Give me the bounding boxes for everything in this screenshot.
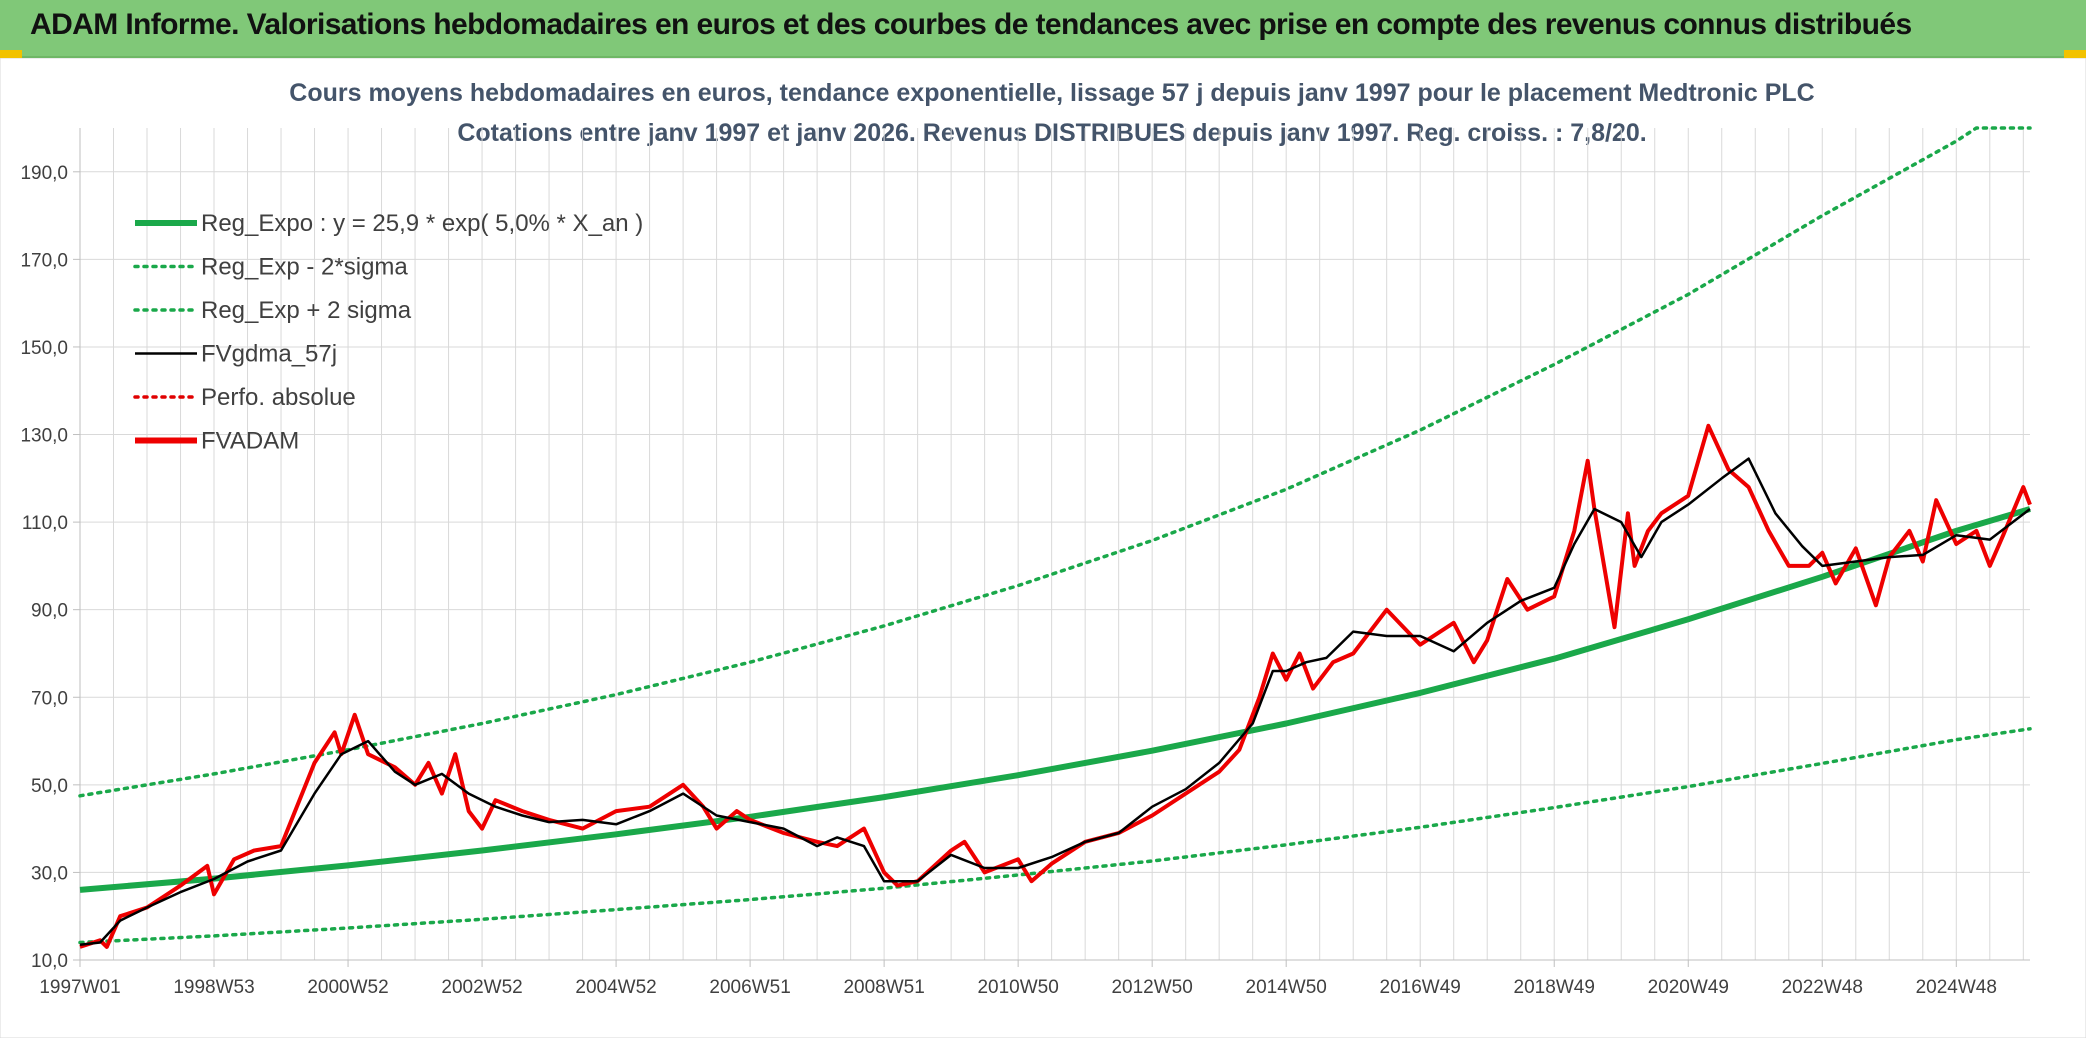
- y-tick-label: 150,0: [20, 338, 68, 359]
- x-tick-label: 2008W51: [843, 977, 924, 998]
- y-tick-label: 170,0: [20, 250, 68, 271]
- x-tick-label: 2010W50: [977, 977, 1058, 998]
- x-tick-label: 2014W50: [1246, 977, 1327, 998]
- report-title: ADAM Informe. Valorisations hebdomadaire…: [30, 8, 1912, 41]
- right-corner-marker: [2064, 50, 2086, 58]
- x-tick-label: 2000W52: [307, 977, 388, 998]
- legend-label: Reg_Expo : y = 25,9 * exp( 5,0% * X_an ): [201, 210, 643, 237]
- x-tick-label: 2004W52: [575, 977, 656, 998]
- legend-label: Reg_Exp - 2*sigma: [201, 254, 408, 281]
- series-layer: [78, 126, 2032, 949]
- legend-label: Perfo. absolue: [201, 384, 356, 411]
- chart-title: Cours moyens hebdomadaires en euros, ten…: [289, 79, 1814, 107]
- series-line-1: [78, 727, 2032, 945]
- x-tick-label: 2018W49: [1514, 977, 1595, 998]
- y-tick-label: 110,0: [22, 513, 68, 534]
- legend-label: FVADAM: [201, 428, 299, 455]
- x-tick-label: 2016W49: [1380, 977, 1461, 998]
- x-tick-label: 2006W51: [709, 977, 790, 998]
- chart: Cours moyens hebdomadaires en euros, ten…: [0, 58, 2086, 1038]
- x-tick-label: 2012W50: [1111, 977, 1192, 998]
- legend-label: Reg_Exp + 2 sigma: [201, 297, 412, 324]
- y-tick-label: 130,0: [20, 426, 68, 447]
- y-tick-label: 30,0: [31, 863, 68, 884]
- x-tick-label: 2020W49: [1648, 977, 1729, 998]
- x-tick-label: 1998W53: [173, 977, 254, 998]
- legend-label: FVgdma_57j: [201, 341, 337, 368]
- x-tick-label: 2002W52: [441, 977, 522, 998]
- legend: Reg_Expo : y = 25,9 * exp( 5,0% * X_an )…: [133, 210, 643, 455]
- y-tick-label: 190,0: [20, 163, 68, 184]
- series-line-2: [78, 126, 2032, 798]
- y-tick-label: 90,0: [31, 601, 68, 622]
- y-tick-label: 10,0: [31, 951, 68, 972]
- header-bar: ADAM Informe. Valorisations hebdomadaire…: [0, 0, 2086, 58]
- series-line-3: [79, 457, 2031, 946]
- x-axis: 1997W01 1998W53 2000W52 2002W52 2004W52 2006W…: [39, 959, 2030, 998]
- y-tick-label: 70,0: [31, 688, 68, 709]
- y-tick-label: 50,0: [31, 776, 68, 797]
- series-line-0: [79, 506, 2031, 893]
- x-tick-label: 2024W48: [1916, 977, 1997, 998]
- y-axis: 10,0 30,0 50,0 70,0 90,0 110,0 130,0 150,0 170,0…: [20, 128, 81, 972]
- x-tick-label: 1997W01: [39, 977, 120, 998]
- left-corner-marker: [0, 50, 22, 58]
- x-tick-label: 2022W48: [1782, 977, 1863, 998]
